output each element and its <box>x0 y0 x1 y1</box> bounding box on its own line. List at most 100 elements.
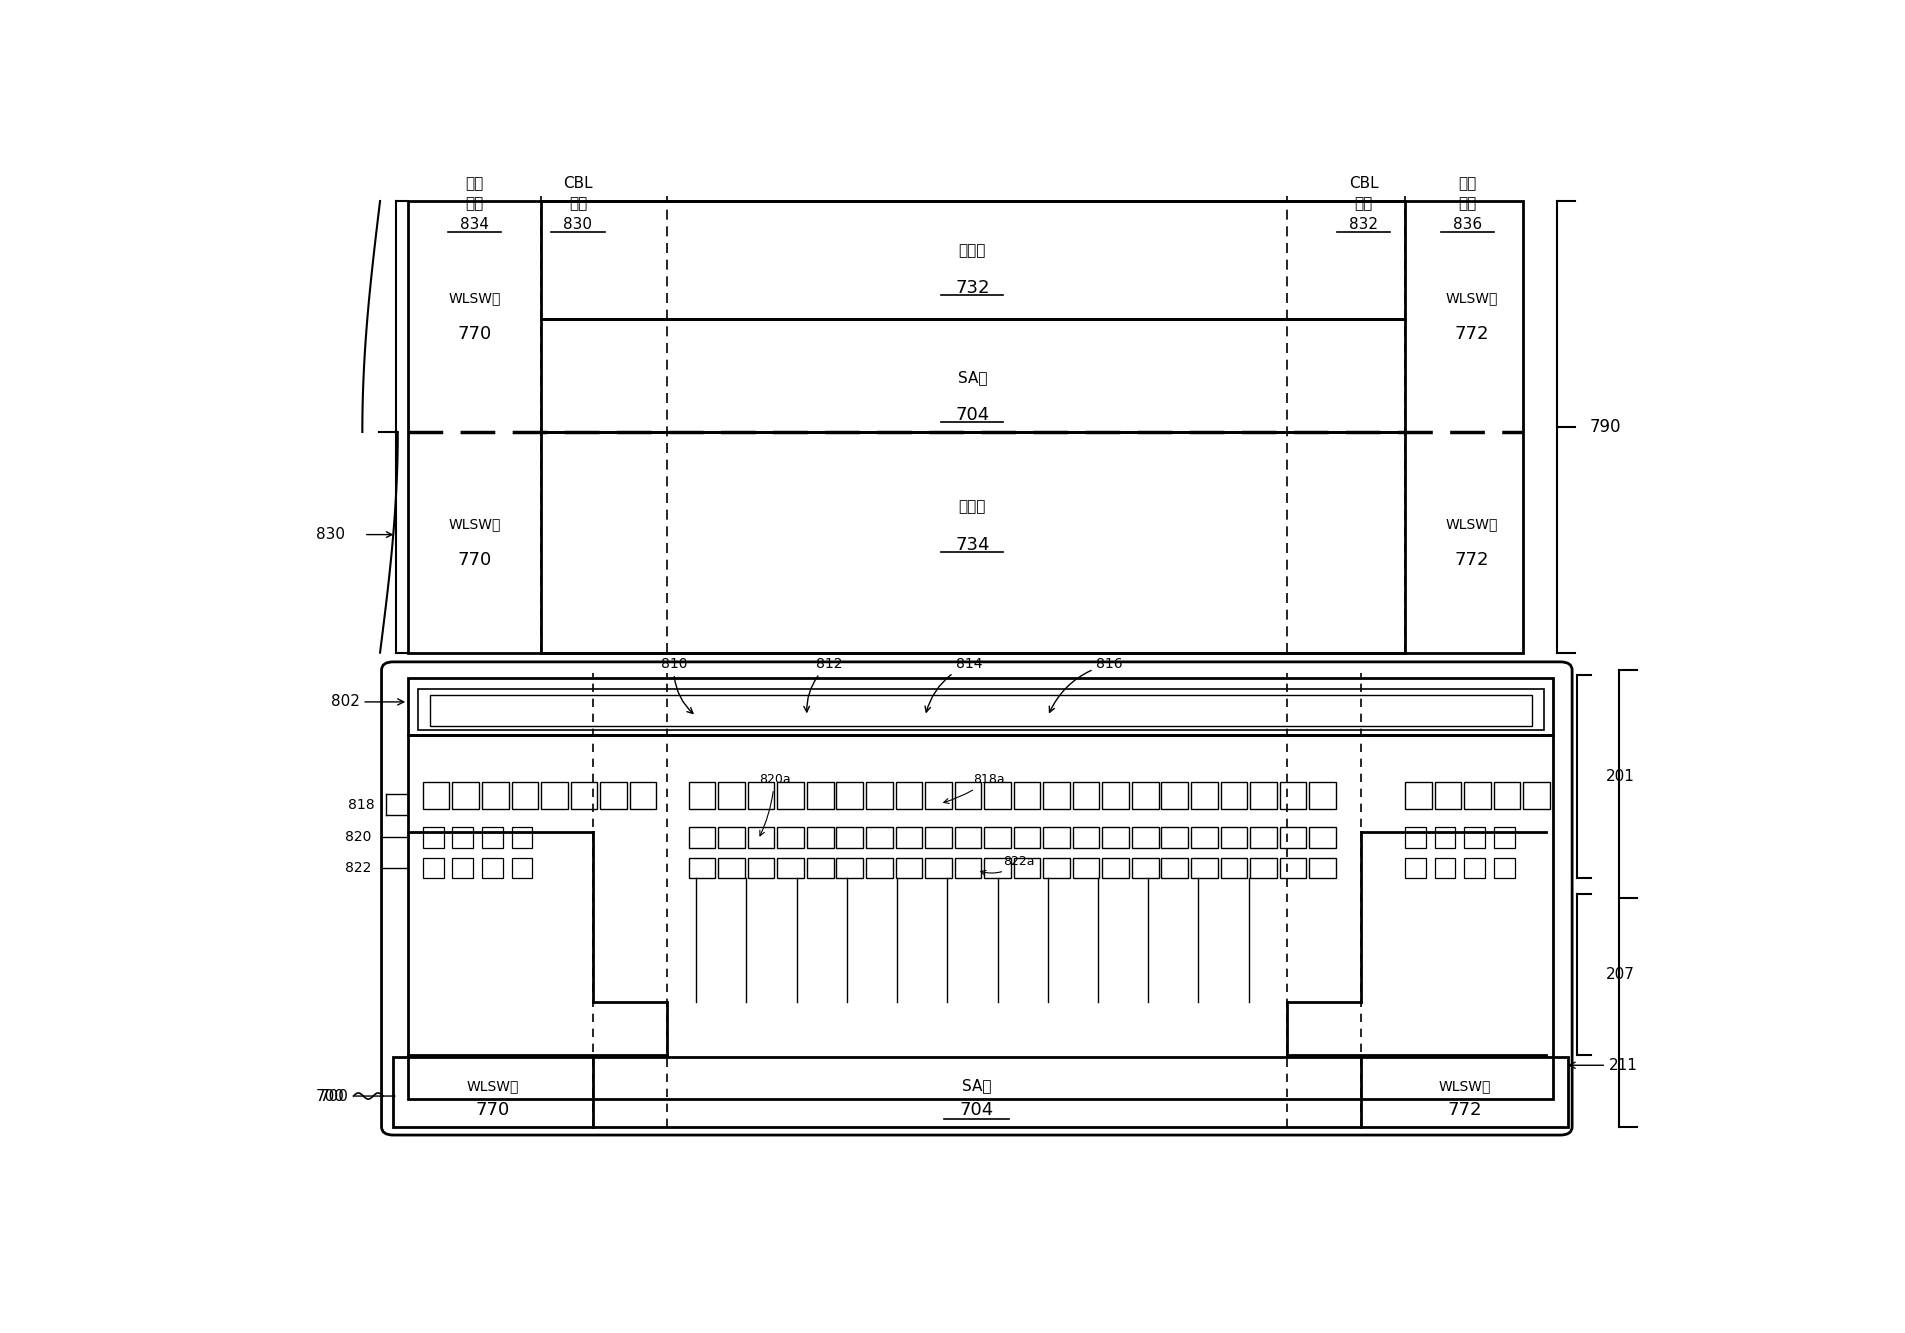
Text: 704: 704 <box>954 405 989 424</box>
Bar <box>1494 826 1514 848</box>
Bar <box>392 1057 1566 1126</box>
Text: 704: 704 <box>960 1101 993 1120</box>
Text: 812: 812 <box>804 657 842 712</box>
Bar <box>777 826 804 848</box>
Bar <box>1191 826 1217 848</box>
Bar <box>1073 858 1099 878</box>
Bar <box>451 782 478 809</box>
Bar <box>1250 858 1276 878</box>
Bar <box>451 826 472 848</box>
Bar <box>836 782 863 809</box>
Text: 阶梯: 阶梯 <box>1457 176 1476 191</box>
Bar <box>1494 858 1514 878</box>
Bar <box>1132 826 1158 848</box>
Text: 阶梯: 阶梯 <box>465 176 484 191</box>
Bar <box>954 826 981 848</box>
Bar <box>806 826 832 848</box>
Bar <box>423 782 450 809</box>
Text: 810: 810 <box>661 657 693 713</box>
Bar <box>1013 782 1040 809</box>
Bar <box>806 782 832 809</box>
Bar <box>1101 782 1128 809</box>
Bar <box>570 782 596 809</box>
Bar <box>1219 782 1246 809</box>
Bar <box>1278 782 1305 809</box>
Text: WLSW区: WLSW区 <box>467 1078 518 1093</box>
Bar <box>1309 826 1335 848</box>
Bar <box>1494 782 1520 809</box>
Bar <box>1463 826 1484 848</box>
Text: 207: 207 <box>1606 968 1634 982</box>
Bar <box>983 826 1010 848</box>
Text: 818: 818 <box>347 797 373 812</box>
Bar <box>408 201 1522 653</box>
Text: 700: 700 <box>320 1089 394 1104</box>
Bar <box>1278 826 1305 848</box>
Bar <box>1404 858 1425 878</box>
Bar <box>747 826 773 848</box>
Text: WLSW区: WLSW区 <box>1438 1078 1490 1093</box>
Text: 外围区: 外围区 <box>958 243 985 257</box>
Text: 772: 772 <box>1446 1101 1480 1120</box>
Bar <box>924 782 951 809</box>
Bar <box>718 782 745 809</box>
Bar <box>1132 782 1158 809</box>
Bar <box>1434 858 1455 878</box>
Text: 818a: 818a <box>943 773 1004 804</box>
Bar <box>1463 782 1490 809</box>
Text: 734: 734 <box>954 536 989 555</box>
Text: WLSW区: WLSW区 <box>1444 517 1497 532</box>
Text: 820a: 820a <box>758 773 791 836</box>
Text: SA区: SA区 <box>956 371 987 385</box>
Bar <box>1463 858 1484 878</box>
Bar <box>408 734 1553 1100</box>
Bar <box>1013 858 1040 878</box>
Bar <box>1160 826 1187 848</box>
Text: CBL: CBL <box>562 176 592 191</box>
Bar <box>1042 782 1069 809</box>
Text: 816: 816 <box>1050 657 1122 712</box>
Bar <box>1309 858 1335 878</box>
Bar <box>983 858 1010 878</box>
Bar <box>688 826 714 848</box>
Bar <box>865 782 892 809</box>
Text: 770: 770 <box>457 325 491 344</box>
Bar <box>541 201 1404 319</box>
Bar <box>688 858 714 878</box>
Bar <box>423 858 444 878</box>
Bar <box>836 858 863 878</box>
Bar <box>1042 826 1069 848</box>
Bar <box>865 826 892 848</box>
Bar <box>806 858 832 878</box>
Bar <box>511 826 531 848</box>
Bar <box>777 858 804 878</box>
Text: 790: 790 <box>1589 417 1621 436</box>
Bar <box>1073 782 1099 809</box>
Bar <box>1219 858 1246 878</box>
Bar <box>747 858 773 878</box>
Text: 832: 832 <box>1349 217 1377 232</box>
Text: 211: 211 <box>1568 1058 1636 1073</box>
Bar <box>423 826 444 848</box>
Text: WLSW区: WLSW区 <box>1444 292 1497 305</box>
Text: 700: 700 <box>316 1089 345 1104</box>
Bar <box>718 858 745 878</box>
Bar <box>541 319 1404 432</box>
Bar <box>511 858 531 878</box>
Bar <box>1160 858 1187 878</box>
Bar <box>431 694 1532 725</box>
Bar <box>1101 858 1128 878</box>
Bar <box>747 782 773 809</box>
Bar <box>1101 826 1128 848</box>
Bar <box>1250 826 1276 848</box>
Bar <box>924 858 951 878</box>
Bar <box>777 782 804 809</box>
Bar <box>895 858 922 878</box>
Text: 830: 830 <box>316 527 345 543</box>
Text: 区域: 区域 <box>465 196 484 212</box>
Bar <box>451 858 472 878</box>
Bar <box>1404 782 1431 809</box>
Bar <box>541 782 568 809</box>
Text: 732: 732 <box>954 279 989 297</box>
Text: 外围区: 外围区 <box>958 500 985 515</box>
